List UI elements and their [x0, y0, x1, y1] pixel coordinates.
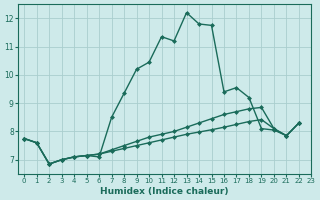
X-axis label: Humidex (Indice chaleur): Humidex (Indice chaleur) — [100, 187, 229, 196]
